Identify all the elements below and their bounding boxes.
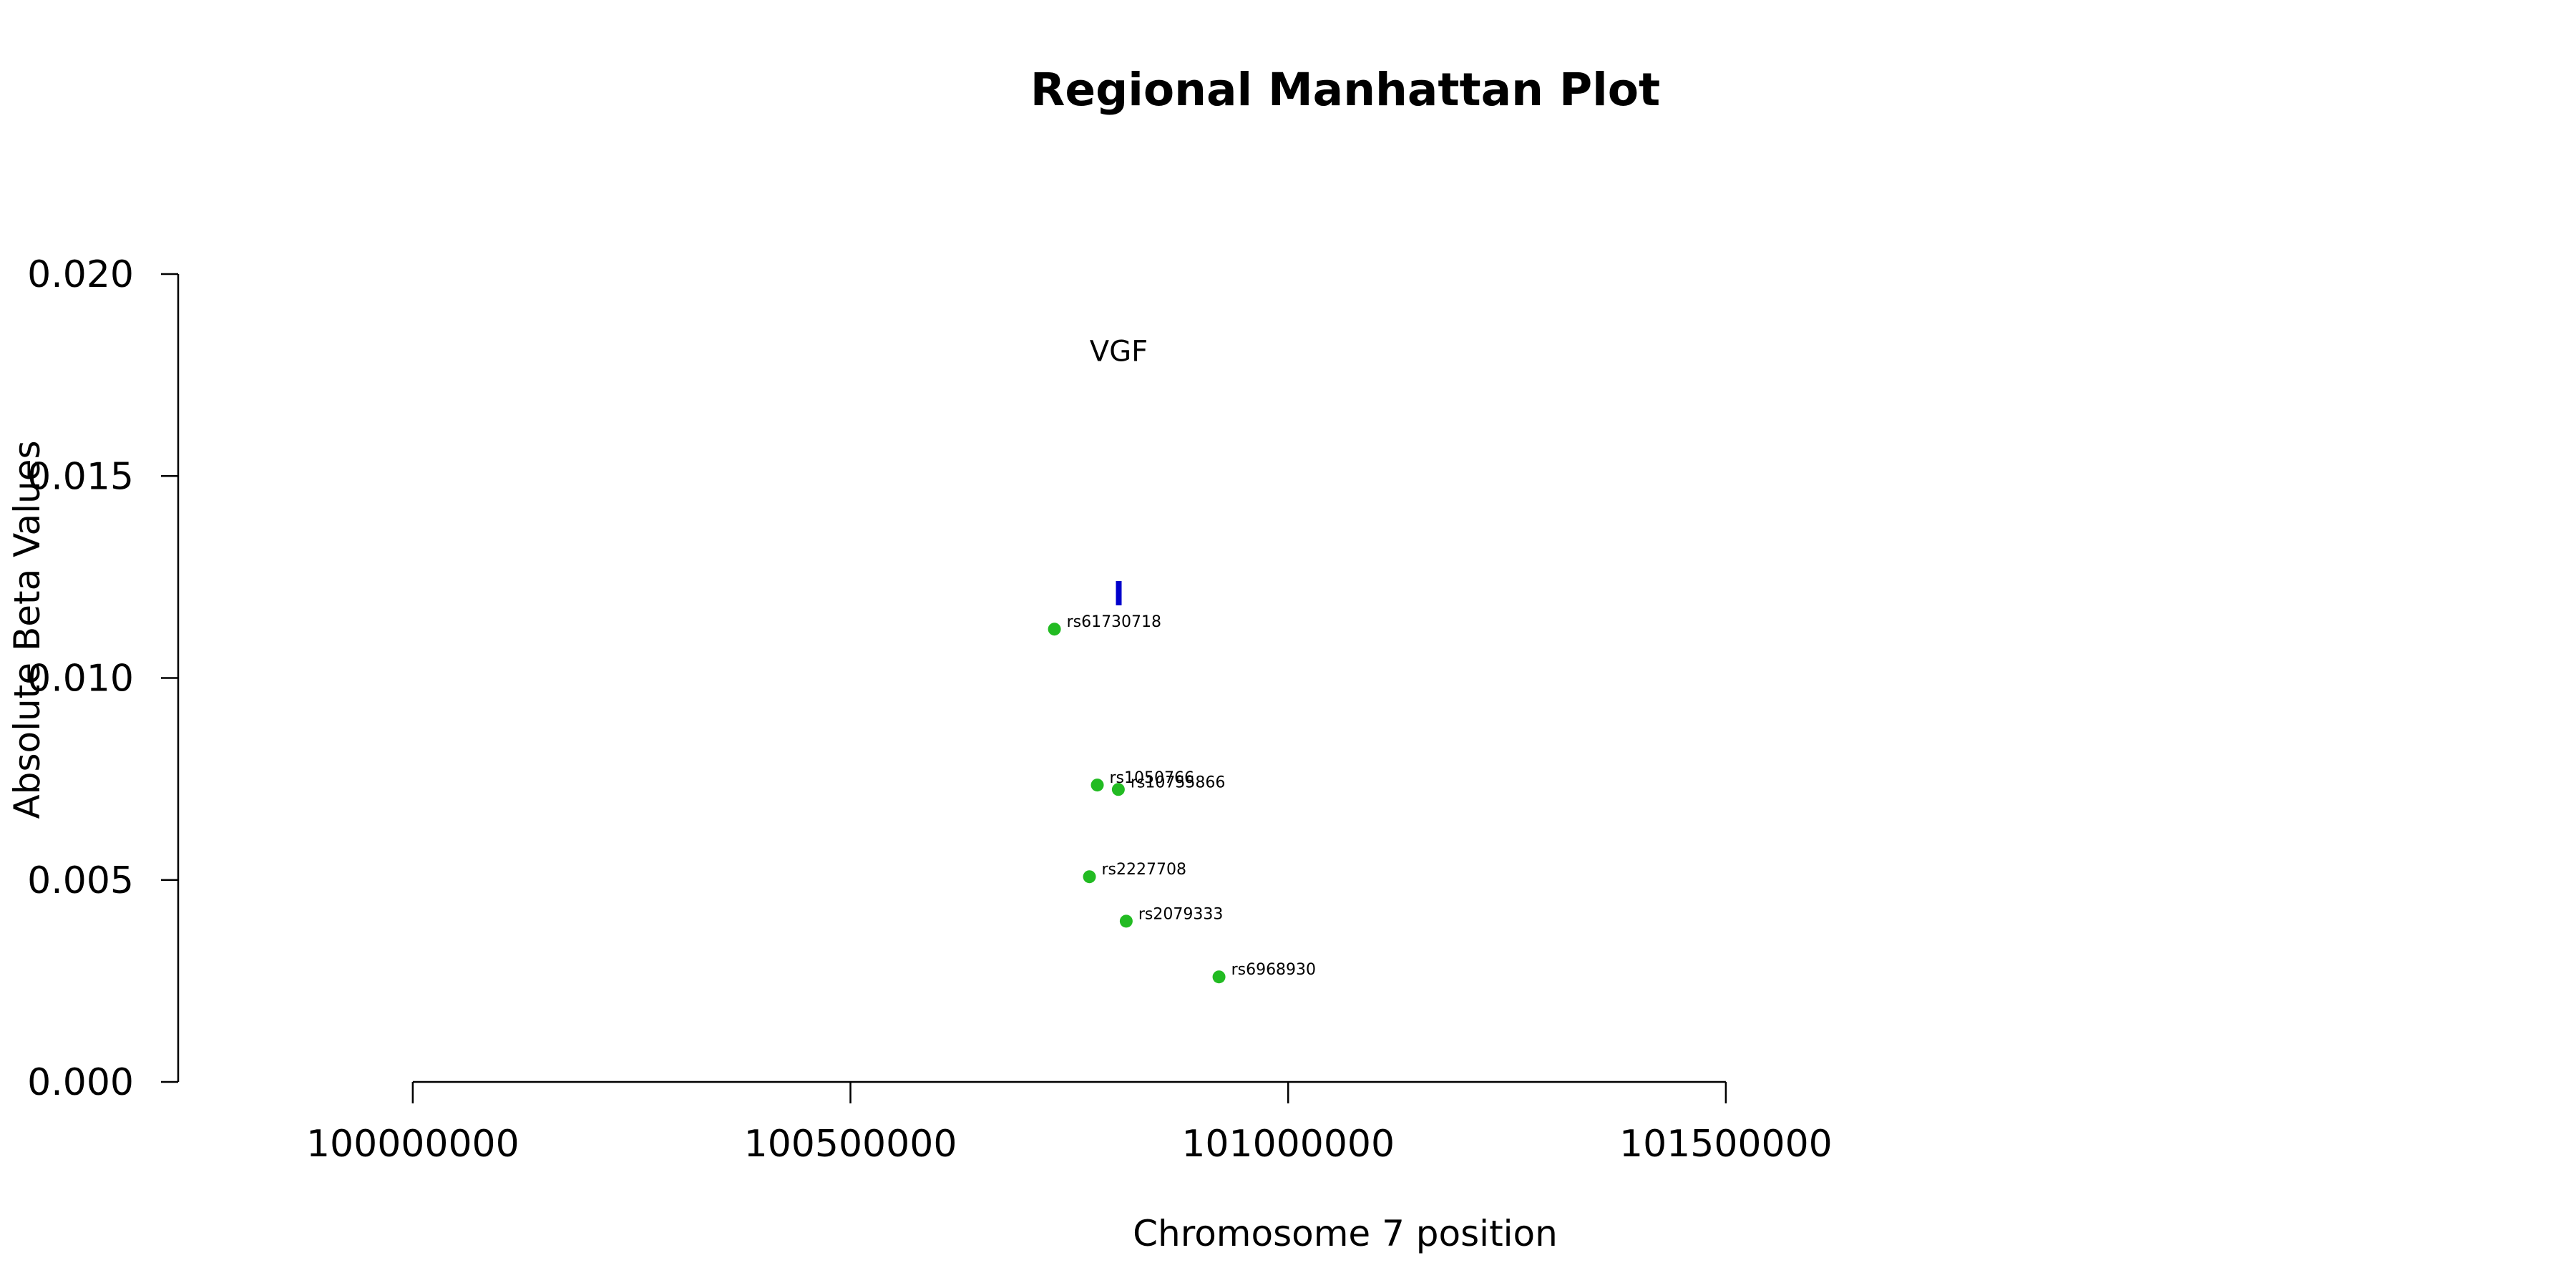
y-axis: 0.000 0.005 0.010 0.015 0.020 xyxy=(27,253,180,1104)
x-axis-label: Chromosome 7 position xyxy=(1133,1213,1558,1254)
snp-label: rs1050766 xyxy=(1110,769,1195,787)
snp-label: rs10755866 xyxy=(1131,774,1225,791)
snp-point xyxy=(1212,970,1226,984)
y-tick-label: 0.010 xyxy=(27,658,134,701)
snp-point xyxy=(1111,783,1125,796)
y-tick-label: 0.015 xyxy=(27,455,134,498)
chart-title: Regional Manhattan Plot xyxy=(1030,64,1660,116)
snp-point xyxy=(1119,914,1133,928)
snp-point xyxy=(1048,623,1061,636)
snp-point xyxy=(1091,779,1104,792)
snp-point xyxy=(1083,870,1096,884)
x-tick-label: 101500000 xyxy=(1619,1123,1833,1166)
x-tick-label: 100000000 xyxy=(306,1123,519,1166)
gene-marker xyxy=(1116,580,1122,605)
x-tick-label: 100500000 xyxy=(744,1123,957,1166)
snp-label: rs61730718 xyxy=(1067,613,1161,631)
snp-label: rs6968930 xyxy=(1231,961,1317,979)
y-axis-label: Absolute Beta Values xyxy=(6,441,48,819)
snp-label: rs2227708 xyxy=(1102,861,1187,879)
x-axis: 100000000 100500000 101000000 101500000 xyxy=(306,1080,1833,1166)
y-tick-label: 0.000 xyxy=(27,1061,134,1104)
x-tick-label: 101000000 xyxy=(1181,1123,1395,1166)
gene-label: VGF xyxy=(1090,335,1148,368)
y-tick-label: 0.020 xyxy=(27,253,134,296)
snp-label: rs2079333 xyxy=(1138,905,1224,923)
gene-layer: VGF xyxy=(1090,335,1148,605)
y-tick-label: 0.005 xyxy=(27,859,134,902)
